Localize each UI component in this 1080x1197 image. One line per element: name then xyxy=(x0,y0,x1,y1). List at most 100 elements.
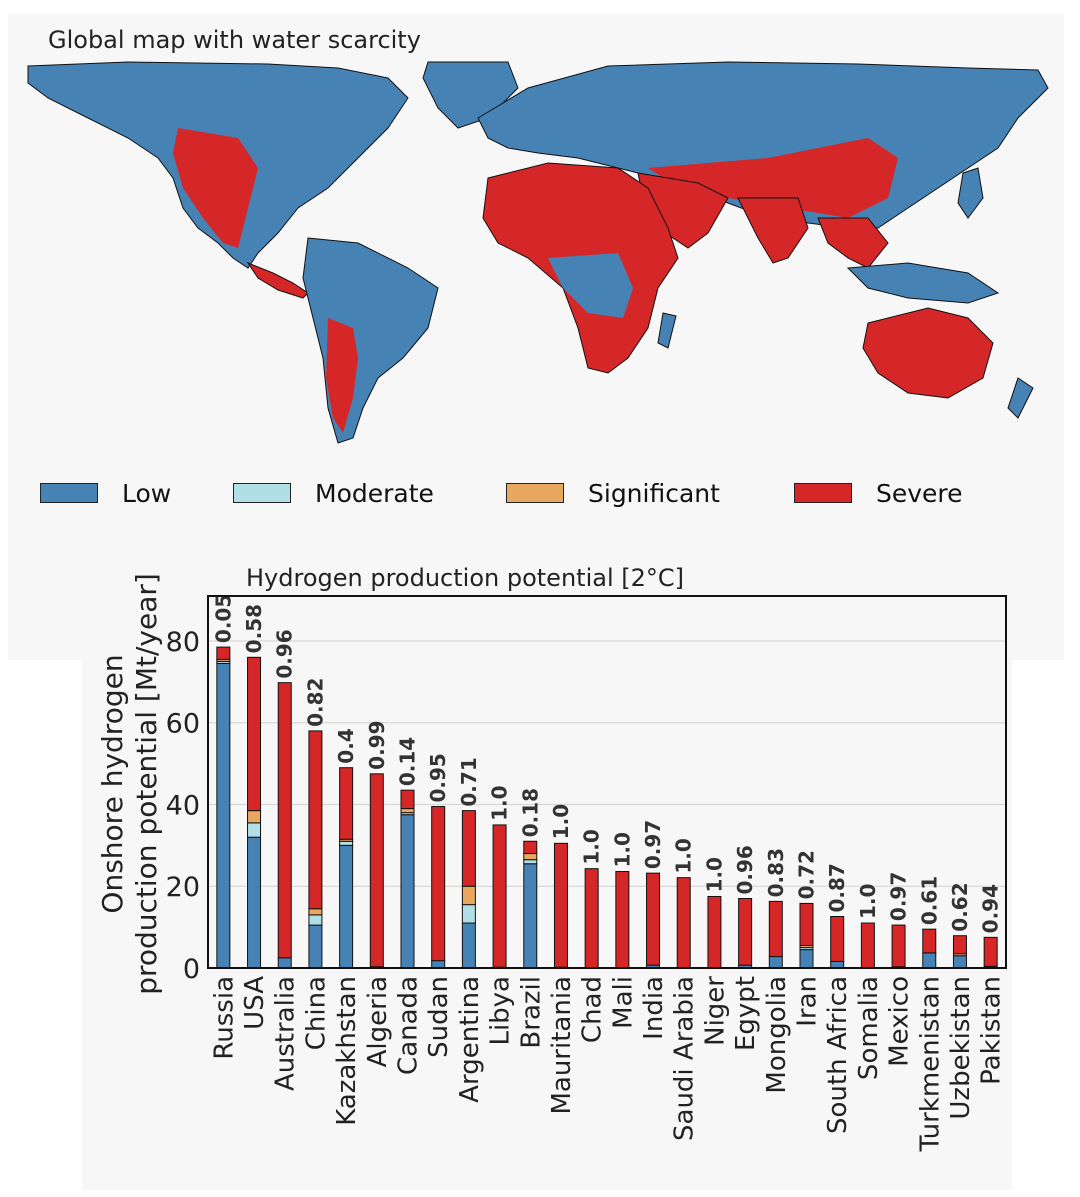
chart-title: Hydrogen production potential [2°C] xyxy=(246,564,684,592)
grid-lines xyxy=(208,640,1006,887)
bar-segment-severe xyxy=(738,898,753,966)
x-tick-label: Algeria xyxy=(363,976,393,1067)
bar-segment-severe xyxy=(461,810,476,887)
bar-value-label: 0.87 xyxy=(825,863,849,912)
x-tick-label: USA xyxy=(240,976,270,1030)
x-tick-label: India xyxy=(639,976,669,1040)
legend-swatch-severe xyxy=(794,483,852,503)
new-zealand-landmass xyxy=(1007,377,1034,419)
bar-segment-severe xyxy=(891,924,906,968)
bar-segment-low xyxy=(400,814,415,969)
bar-value-label: 0.95 xyxy=(426,753,450,802)
x-tick-label: Sudan xyxy=(424,976,454,1058)
bar-segment-severe xyxy=(646,872,661,966)
bar-value-label: 1.0 xyxy=(488,785,512,820)
x-tick-label: Russia xyxy=(209,976,239,1060)
bar-segment-moderate xyxy=(247,822,262,838)
bar-segment-significant xyxy=(461,885,476,906)
bar-value-label: 1.0 xyxy=(672,838,696,873)
x-tick-label: Uzbekistan xyxy=(946,976,976,1120)
bar-segment-severe xyxy=(431,806,446,962)
south-america-dry-region xyxy=(326,318,358,433)
bar-segment-significant xyxy=(400,808,415,814)
bar-segment-moderate xyxy=(339,840,354,846)
legend-item-significant: Significant xyxy=(506,476,720,510)
bar-value-label: 0.97 xyxy=(641,820,665,869)
bar-value-label: 0.96 xyxy=(733,845,757,894)
x-tick-label: Chad xyxy=(578,976,608,1043)
x-tick-label: Mauritania xyxy=(547,976,577,1115)
bar-segment-low xyxy=(216,662,231,969)
bar-segment-low xyxy=(308,924,323,969)
bar-segment-low xyxy=(523,863,538,969)
bar-segment-severe xyxy=(400,789,415,810)
bar-value-label: 0.99 xyxy=(365,720,389,769)
bar-segment-severe xyxy=(216,646,231,660)
bar-value-label: 0.58 xyxy=(242,604,266,653)
bar-value-label: 1.0 xyxy=(610,832,634,867)
bar-segment-severe xyxy=(860,922,875,969)
x-tick-label: Mongolia xyxy=(762,976,792,1094)
y-axis-label-line-1: Onshore hydrogen xyxy=(96,654,129,913)
bars xyxy=(216,646,998,969)
bar-segment-severe xyxy=(584,868,599,969)
bar-segment-low xyxy=(768,956,783,969)
bar-value-label: 0.14 xyxy=(396,737,420,786)
x-tick-label: Egypt xyxy=(731,976,761,1051)
central-america-landmass xyxy=(246,261,309,299)
bar-value-label: 1.0 xyxy=(549,804,573,839)
bar-segment-low xyxy=(952,955,967,969)
x-tick-label: Iran xyxy=(793,976,823,1027)
bar-segment-severe xyxy=(308,730,323,910)
x-tick-label: Australia xyxy=(271,976,301,1091)
x-tick-labels: Russia USA Australia China Kazakhstan Algeria… xyxy=(209,976,1006,1153)
bar-value-label: 0.94 xyxy=(979,884,1003,933)
x-tick-label: Pakistan xyxy=(977,976,1007,1085)
legend-swatch-significant xyxy=(506,483,564,503)
bar-value-labels: 0.05 0.580.960.820.4 0.99 0.14 0.95 0.71 1.0 0.… xyxy=(211,594,1002,934)
south-asia-landmass xyxy=(737,197,809,264)
bar-segment-low xyxy=(431,960,446,969)
x-tick-label: China xyxy=(301,976,331,1050)
bar-segment-low xyxy=(461,922,476,969)
legend-label-significant: Significant xyxy=(588,478,720,508)
bar-value-label: 0.72 xyxy=(795,850,819,899)
legend-swatch-low xyxy=(40,483,98,503)
plot-frame xyxy=(207,595,1007,969)
bar-segment-moderate xyxy=(461,904,476,924)
bar-segment-severe xyxy=(830,915,845,962)
x-tick-label: Saudi Arabia xyxy=(670,976,700,1141)
bar-segment-severe xyxy=(922,928,937,954)
bar-segment-severe xyxy=(492,824,507,968)
bar-segment-severe xyxy=(799,902,814,947)
bar-value-label: 0.71 xyxy=(457,757,481,806)
bar-segment-significant xyxy=(247,810,262,824)
hydrogen-bar-chart: Hydrogen production potential [2°C] Onsh… xyxy=(96,564,1007,1153)
bar-segment-significant xyxy=(308,908,323,916)
bar-value-label: 0.61 xyxy=(917,876,941,925)
y-tick-labels: 0 20 40 60 80 xyxy=(166,627,200,985)
y-tick-label: 80 xyxy=(166,627,200,658)
legend-label-moderate: Moderate xyxy=(315,478,434,508)
x-tick-label: Canada xyxy=(394,976,424,1075)
bar-segment-severe xyxy=(676,877,691,969)
australia-landmass xyxy=(862,307,994,399)
eurasia-landmass xyxy=(477,61,1049,229)
bar-segment-severe xyxy=(523,840,538,855)
bar-value-label: 1.0 xyxy=(856,884,880,919)
map-title: Global map with water scarcity xyxy=(48,26,421,54)
bar-value-label: 0.83 xyxy=(764,848,788,897)
madagascar-landmass xyxy=(657,312,677,349)
y-tick-label: 0 xyxy=(183,954,200,985)
bar-segment-low xyxy=(799,949,814,969)
indonesia-landmass xyxy=(846,262,1000,304)
japan-landmass xyxy=(957,167,984,219)
x-tick-label: Kazakhstan xyxy=(332,976,362,1126)
south-america-landmass xyxy=(302,237,439,444)
bar-segment-severe xyxy=(983,936,998,967)
bar-value-label: 0.05 xyxy=(211,594,235,643)
y-axis-label-line-2: production potential [Mt/year] xyxy=(130,573,163,995)
x-tick-label: South Africa xyxy=(823,976,853,1134)
y-tick-label: 40 xyxy=(166,790,200,821)
bar-segment-severe xyxy=(339,767,354,840)
